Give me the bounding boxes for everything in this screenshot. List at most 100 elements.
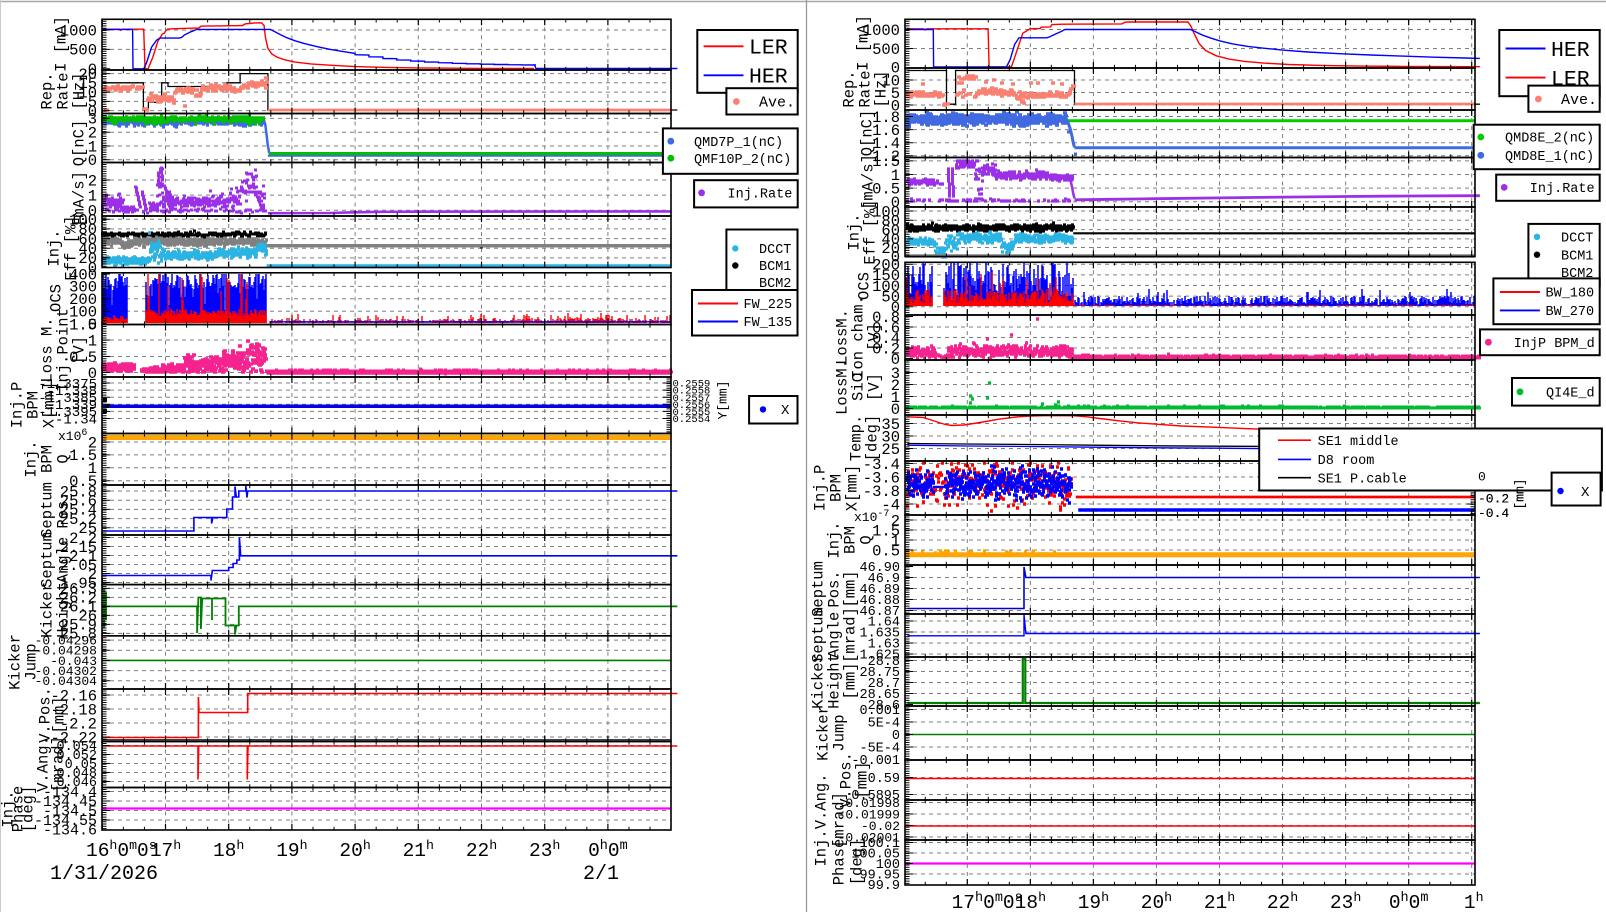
svg-text:0.2557: 0.2557 [673, 393, 711, 405]
svg-text:0: 0 [891, 97, 900, 115]
svg-text:[deg]: [deg] [848, 839, 866, 886]
svg-text:0: 0 [88, 260, 97, 278]
svg-text:0.2559: 0.2559 [673, 379, 711, 391]
svg-text:100: 100 [872, 278, 900, 296]
svg-text:[V]: [V] [70, 336, 88, 364]
svg-text:1.5: 1.5 [872, 153, 900, 171]
svg-text:10: 10 [881, 72, 900, 90]
svg-text:Kicker: Kicker [809, 653, 827, 709]
svg-text:80: 80 [78, 221, 97, 239]
svg-text:1000: 1000 [863, 22, 900, 40]
svg-text:28.65: 28.65 [859, 688, 900, 703]
svg-text:Inj.P: Inj.P [811, 465, 829, 512]
svg-text:Septum: Septum [38, 532, 56, 588]
svg-text:0.5: 0.5 [69, 349, 97, 367]
svg-text:QMD7P_1(nC): QMD7P_1(nC) [694, 136, 783, 151]
svg-text:Temp.: Temp. [847, 415, 865, 462]
svg-text:0h0m: 0h0m [1389, 891, 1429, 912]
svg-text:100.05: 100.05 [851, 848, 900, 863]
svg-text:60: 60 [78, 231, 97, 249]
svg-text:-1.34: -1.34 [55, 412, 97, 428]
svg-text:1: 1 [891, 167, 900, 185]
svg-text:[deg]: [deg] [19, 786, 37, 833]
svg-text:-3.4: -3.4 [863, 456, 900, 474]
svg-text:HER: HER [749, 66, 788, 90]
svg-text:46.9: 46.9 [868, 572, 900, 587]
svg-text:25.8: 25.8 [60, 483, 97, 501]
svg-text:-0.043: -0.043 [50, 654, 97, 669]
svg-text:Phase: Phase [830, 839, 848, 886]
svg-text:-5E-4: -5E-4 [859, 742, 900, 757]
svg-text:I [mA]: I [mA] [52, 16, 70, 72]
svg-text:25.2: 25.2 [60, 511, 97, 529]
svg-text:Jump: Jump [830, 714, 848, 751]
svg-text:I [mA]: I [mA] [854, 15, 872, 71]
svg-text:-0.04304: -0.04304 [35, 674, 98, 689]
svg-text:V.Pos.: V.Pos. [837, 752, 855, 808]
svg-text:0.2558: 0.2558 [673, 386, 711, 398]
svg-text:3: 3 [88, 111, 97, 129]
svg-text:Eff [%]: Eff [%] [861, 199, 879, 264]
svg-text:0: 0 [88, 152, 97, 170]
svg-text:0h0m: 0h0m [588, 839, 628, 862]
svg-text:26: 26 [78, 608, 97, 626]
svg-text:46.87: 46.87 [859, 605, 900, 620]
svg-text:Q: Q [54, 454, 72, 463]
svg-text:0: 0 [88, 202, 97, 220]
svg-text:-1.339: -1.339 [47, 398, 97, 414]
svg-text:0.4: 0.4 [872, 330, 900, 348]
svg-text:Ave.: Ave. [1561, 92, 1597, 109]
svg-text:QI4E_d: QI4E_d [1546, 386, 1595, 401]
svg-text:BCM1: BCM1 [759, 260, 791, 275]
svg-text:SiC: SiC [849, 373, 867, 401]
svg-text:InjP BPM_d: InjP BPM_d [1514, 337, 1595, 352]
svg-text:-0.2: -0.2 [1478, 491, 1509, 506]
svg-text:-0.4: -0.4 [1478, 506, 1509, 521]
svg-text:[deg]: [deg] [863, 415, 881, 462]
svg-text:2: 2 [88, 172, 97, 190]
svg-text:BPM: BPM [38, 445, 56, 473]
svg-text:-0.2: -0.2 [1478, 491, 1509, 506]
svg-text:Inj.Rate: Inj.Rate [728, 188, 793, 203]
svg-text:100: 100 [69, 211, 97, 229]
svg-text:-1.3385: -1.3385 [38, 391, 97, 407]
svg-text:-134.45: -134.45 [34, 794, 97, 811]
svg-text:0.8: 0.8 [872, 309, 900, 327]
svg-text:2: 2 [88, 566, 97, 584]
svg-text:1: 1 [891, 532, 900, 550]
svg-text:1.8: 1.8 [872, 109, 900, 127]
svg-text:1: 1 [88, 187, 97, 205]
svg-text:Height: Height [54, 582, 72, 638]
svg-text:V.Pos.: V.Pos. [36, 687, 54, 743]
svg-text:[mm]: [mm] [50, 696, 68, 733]
svg-text:200: 200 [872, 257, 900, 275]
svg-text:100: 100 [872, 203, 900, 221]
svg-text:0.001: 0.001 [859, 704, 900, 719]
svg-text:-0.4: -0.4 [1478, 506, 1509, 521]
svg-text:Height: Height [825, 653, 843, 709]
svg-text:0: 0 [891, 59, 900, 77]
svg-text:0: 0 [891, 351, 900, 369]
svg-text:Kicker: Kicker [814, 705, 832, 761]
svg-text:Rate: Rate [54, 72, 72, 109]
svg-text:28.6: 28.6 [868, 699, 900, 714]
svg-text:BPM: BPM [827, 474, 845, 502]
svg-text:[Hz]: [Hz] [70, 72, 88, 109]
svg-text:100.1: 100.1 [859, 837, 900, 852]
svg-text:99.9: 99.9 [868, 879, 900, 894]
svg-text:46.89: 46.89 [859, 583, 900, 598]
svg-text:100: 100 [69, 303, 97, 321]
svg-text:0.2556: 0.2556 [673, 400, 711, 412]
svg-text:0.5: 0.5 [69, 473, 97, 491]
svg-text:2: 2 [891, 377, 900, 395]
svg-text:[mrad]: [mrad] [49, 736, 67, 792]
svg-text:20: 20 [78, 66, 97, 84]
svg-text:-0.001: -0.001 [851, 754, 900, 769]
svg-text:D8 room: D8 room [1318, 454, 1375, 469]
svg-text:Septum: Septum [809, 607, 827, 663]
svg-text:40: 40 [78, 240, 97, 258]
svg-text:Pos.: Pos. [54, 491, 72, 528]
svg-text:28.7: 28.7 [868, 677, 900, 692]
svg-text:150: 150 [872, 267, 900, 285]
svg-text:-0.01999: -0.01999 [838, 807, 900, 822]
